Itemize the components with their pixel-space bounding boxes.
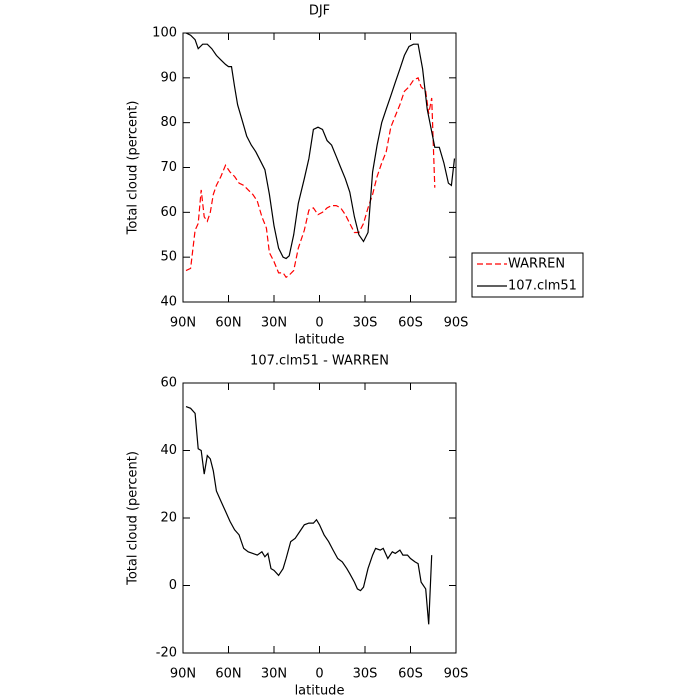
x-tick-label: 60N [215, 667, 241, 682]
data-line [185, 406, 433, 625]
x-axis-label: latitude [295, 333, 345, 348]
plot-frame [182, 32, 457, 303]
y-tick-label: 40 [160, 295, 177, 310]
chart-title: 107.clm51 - WARREN [250, 354, 389, 369]
y-axis-label: Total cloud (percent) [126, 101, 141, 236]
x-tick-label: 90N [170, 667, 196, 682]
y-tick-label: 60 [160, 376, 177, 391]
x-tick-label: 90S [444, 316, 469, 331]
x-tick-label: 30S [353, 316, 378, 331]
plot-frame [182, 382, 457, 654]
legend-label: WARREN [508, 257, 565, 272]
y-tick-label: 100 [152, 26, 177, 41]
y-tick-label: 40 [160, 443, 177, 458]
x-tick-label: 0 [315, 316, 323, 331]
legend-box [471, 252, 584, 298]
x-tick-label: 60S [398, 316, 423, 331]
y-axis-label: Total cloud (percent) [126, 451, 141, 586]
y-tick-label: -20 [156, 646, 177, 661]
chart-title: DJF [309, 4, 330, 19]
y-tick-label: 50 [160, 250, 177, 265]
x-tick-label: 60S [398, 667, 423, 682]
data-line [185, 32, 456, 260]
x-tick-label: 60N [215, 316, 241, 331]
legend-label: 107.clm51 [508, 279, 577, 294]
x-tick-label: 30S [353, 667, 378, 682]
data-line [185, 76, 436, 279]
x-tick-label: 30N [261, 667, 287, 682]
x-tick-label: 90S [444, 667, 469, 682]
x-tick-label: 30N [261, 316, 287, 331]
x-axis-label: latitude [295, 684, 345, 699]
x-tick-label: 0 [315, 667, 323, 682]
y-tick-label: 70 [160, 160, 177, 175]
y-tick-label: 90 [160, 70, 177, 85]
x-tick-label: 90N [170, 316, 196, 331]
y-tick-label: 0 [169, 578, 177, 593]
y-tick-label: 60 [160, 205, 177, 220]
y-tick-label: 80 [160, 115, 177, 130]
y-tick-label: 20 [160, 511, 177, 526]
